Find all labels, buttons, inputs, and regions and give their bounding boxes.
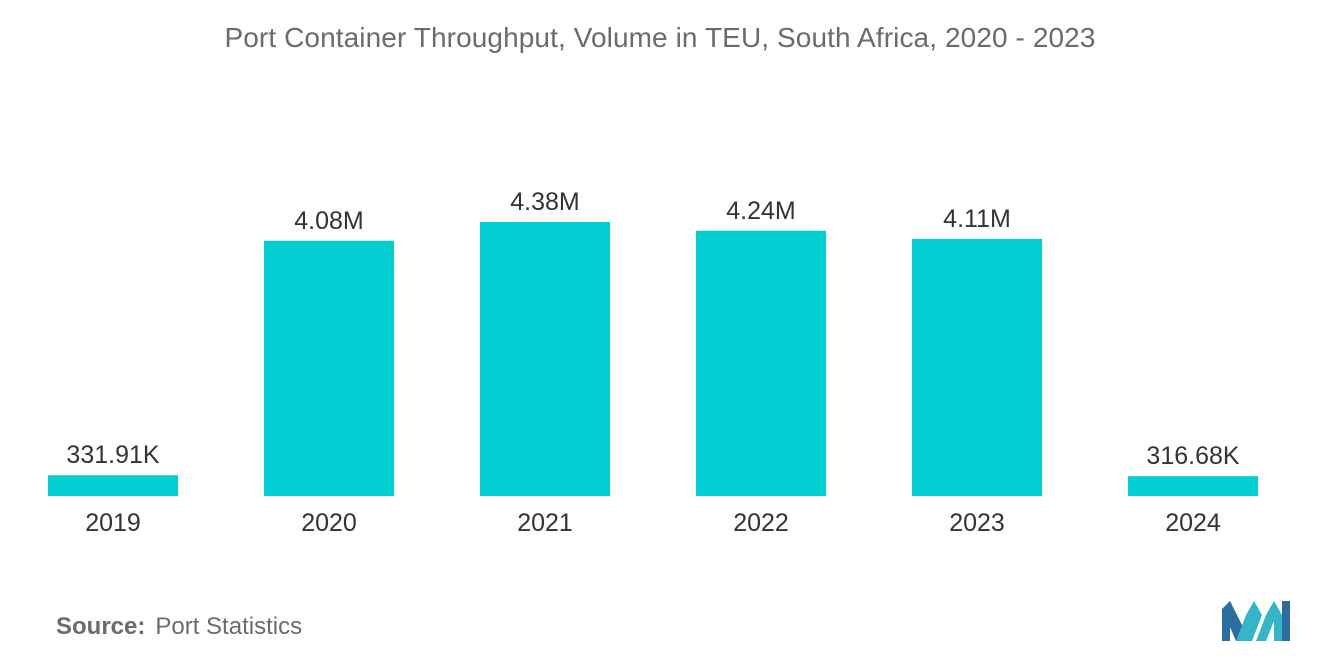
mordor-intelligence-logo-icon — [1222, 601, 1290, 641]
bars-group — [48, 222, 1258, 496]
x-tick-label-2022: 2022 — [733, 509, 789, 537]
chart-title: Port Container Throughput, Volume in TEU… — [224, 22, 1096, 53]
value-label-2024: 316.68K — [1146, 442, 1239, 470]
x-tick-label-2019: 2019 — [85, 509, 141, 537]
x-tick-label-2021: 2021 — [517, 509, 573, 537]
bar-2020 — [264, 240, 394, 496]
x-tick-label-2023: 2023 — [949, 509, 1005, 537]
logo-shape-left — [1222, 601, 1244, 641]
source-label: Source: — [56, 613, 146, 640]
bar-2021 — [480, 222, 610, 496]
bar-2019 — [48, 475, 178, 496]
value-label-2022: 4.24M — [726, 197, 795, 225]
value-label-2020: 4.08M — [294, 207, 363, 235]
logo-shape-edge — [1282, 601, 1290, 641]
value-label-2019: 331.91K — [66, 441, 159, 469]
bar-2022 — [696, 230, 826, 496]
x-tick-label-2024: 2024 — [1165, 509, 1221, 537]
value-label-2021: 4.38M — [510, 188, 579, 216]
x-axis-tick-labels: 2019 2020 2021 2022 2023 2024 — [85, 509, 1221, 537]
bar-2024 — [1128, 476, 1258, 496]
logo-shape-right — [1256, 601, 1282, 641]
bar-2023 — [912, 238, 1042, 496]
value-label-2023: 4.11M — [943, 205, 1011, 233]
x-tick-label-2020: 2020 — [301, 509, 357, 537]
source-note: Source: Port Statistics — [56, 613, 302, 641]
value-labels-group: 331.91K 4.08M 4.38M 4.24M 4.11M 316.68K — [66, 188, 1239, 470]
logo-shape-middle — [1236, 601, 1262, 641]
source-text: Port Statistics — [155, 613, 303, 640]
